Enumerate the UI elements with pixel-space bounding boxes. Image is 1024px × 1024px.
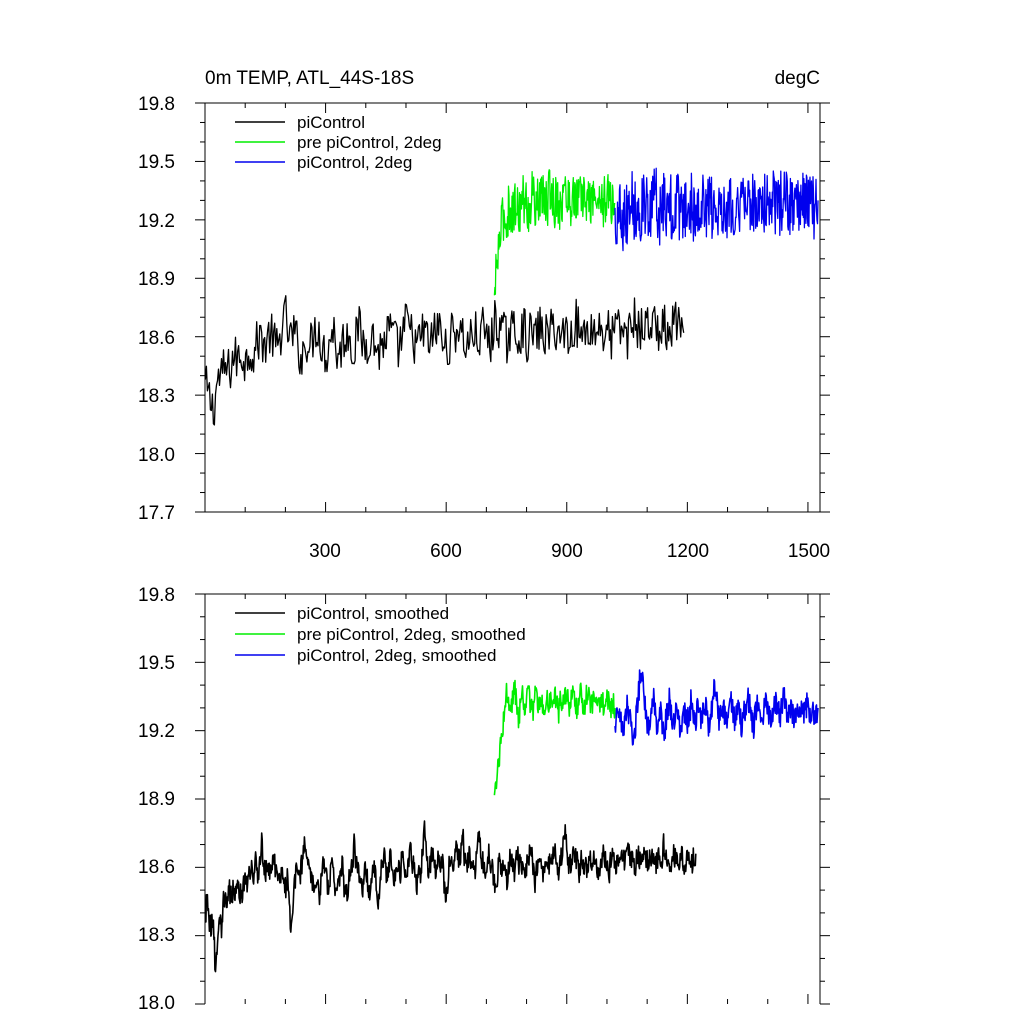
- top-y-tick-label: 18.3: [138, 386, 175, 407]
- legend-label-picontrol-smoothed: piControl, smoothed: [297, 604, 449, 623]
- series-line-picontrol-2deg-smoothed: [614, 669, 819, 746]
- top-x-tick-label: 1200: [667, 541, 709, 562]
- top-y-tick-label: 18.6: [138, 328, 175, 349]
- top-y-tick-label: 19.5: [138, 152, 175, 173]
- bottom-series-layer: [204, 669, 819, 973]
- series-line-pre-picontrol-2deg-smoothed: [493, 679, 616, 796]
- bottom-y-tick-label: 18.6: [138, 857, 175, 878]
- top-x-tick-label: 1500: [788, 541, 830, 562]
- legend-label-picontrol-2deg: piControl, 2deg: [297, 153, 412, 172]
- series-line-picontrol-smoothed: [204, 820, 697, 973]
- top-y-tick-label: 18.0: [138, 445, 175, 466]
- bottom-legend: piControl, smoothed pre piControl, 2deg,…: [235, 604, 526, 665]
- top-legend: piControl pre piControl, 2deg piControl,…: [235, 113, 442, 172]
- chart-title: 0m TEMP, ATL_44S-18S: [205, 68, 414, 89]
- legend-label-picontrol: piControl: [297, 113, 365, 132]
- top-y-tick-label: 18.9: [138, 269, 175, 290]
- top-tick-layer: [195, 102, 830, 513]
- legend-label-pre-picontrol-2deg: pre piControl, 2deg: [297, 133, 442, 152]
- bottom-y-tick-label: 18.3: [138, 925, 175, 946]
- top-x-tick-label: 600: [430, 541, 462, 562]
- top-plot-frame: [204, 102, 821, 513]
- panel-bottom: 19.8 19.5 19.2 18.9 18.6 18.3 18.0 piCon…: [138, 585, 830, 1014]
- legend-label-picontrol-2deg-smoothed: piControl, 2deg, smoothed: [297, 646, 496, 665]
- top-y-tick-label: 17.7: [138, 503, 175, 524]
- top-x-tick-label: 300: [309, 541, 341, 562]
- bottom-y-tick-label: 18.0: [138, 993, 175, 1014]
- top-y-tick-label: 19.2: [138, 211, 175, 232]
- bottom-tick-layer: [195, 593, 830, 1005]
- units-label: degC: [775, 68, 820, 89]
- top-series-layer: [204, 167, 819, 426]
- legend-label-pre-picontrol-2deg-smoothed: pre piControl, 2deg, smoothed: [297, 625, 526, 644]
- bottom-y-tick-label: 18.9: [138, 789, 175, 810]
- series-line-picontrol: [204, 295, 685, 426]
- series-line-picontrol-2deg: [614, 167, 819, 252]
- panel-top: 0m TEMP, ATL_44S-18S degC 19.8 19.5 19.2…: [138, 68, 830, 562]
- bottom-y-tick-label: 19.8: [138, 585, 175, 606]
- bottom-y-tick-label: 19.2: [138, 721, 175, 742]
- bottom-y-tick-label: 19.5: [138, 653, 175, 674]
- top-x-tick-label: 900: [551, 541, 583, 562]
- series-line-pre-picontrol-2deg: [493, 169, 616, 296]
- top-y-tick-label: 19.8: [138, 94, 175, 115]
